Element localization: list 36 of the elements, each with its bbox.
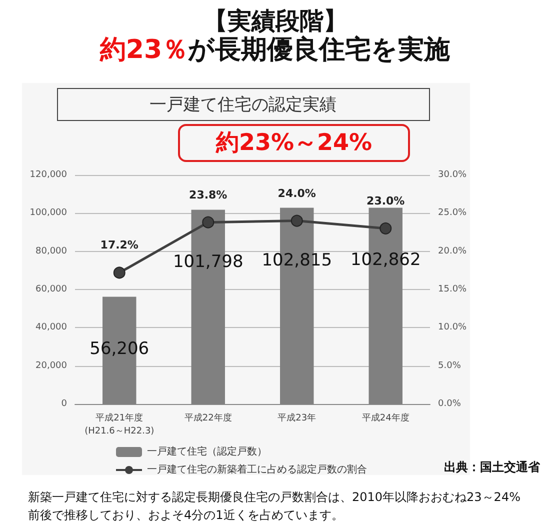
y-tick-label: 0	[61, 399, 68, 409]
text: 一戸建て住宅の認定実績	[150, 95, 336, 115]
chart-title: 【実績段階】	[204, 7, 348, 35]
y-tick-label: 60,000	[36, 284, 68, 294]
text: 新築一戸建て住宅に対する認定長期優良住宅の戸数割合は、2010年以降おおむね23～24%前後で推移しており、およそ4分の1近くを占めています。	[28, 490, 520, 522]
x-tick-label: 平成23年	[278, 412, 316, 424]
point	[113, 266, 126, 279]
y2-tick-label: 15.0%	[438, 284, 468, 294]
data-label: 101,798	[172, 252, 244, 272]
x-tick-label: 平成22年度	[184, 412, 232, 424]
y-tick-label: 100,000	[30, 208, 68, 218]
text: 約23%～24%	[214, 130, 372, 156]
legend-label: 一戸建て住宅（認定戸数）	[147, 446, 267, 458]
y2-tick-label: 0.0%	[438, 399, 462, 409]
x-tick-label: 平成24年度	[362, 412, 410, 424]
y-tick-label: 20,000	[36, 360, 68, 371]
y2-tick-label: 20.0%	[438, 246, 468, 256]
source-note: 出典：国土交通省	[444, 460, 541, 474]
x-tick-label: 平成21年度 (H21.6～H22.3)	[84, 412, 154, 436]
y-tick-label: 120,000	[30, 170, 68, 180]
y2-tick-label: 5.0%	[438, 360, 462, 371]
y-tick-label: 40,000	[36, 322, 68, 333]
point	[290, 214, 303, 227]
y2-tick-label: 30.0%	[438, 170, 468, 180]
y-tick-label: 80,000	[36, 246, 68, 256]
data-label: 24.0%	[278, 186, 316, 200]
point	[380, 222, 392, 234]
data-label: 23.8%	[189, 188, 228, 202]
point	[202, 216, 214, 228]
y2-tick-label: 10.0%	[438, 322, 468, 333]
data-label: 17.2%	[100, 238, 138, 252]
data-label: 23.0%	[366, 194, 405, 208]
y2-tick-label: 25.0%	[438, 208, 468, 218]
chart-subtitle: 約23％が長期優良住宅を実施	[98, 35, 450, 65]
legend-label: 一戸建て住宅の新築着工に占める認定戸数の割合	[147, 464, 367, 476]
data-label: 102,862	[350, 250, 421, 270]
